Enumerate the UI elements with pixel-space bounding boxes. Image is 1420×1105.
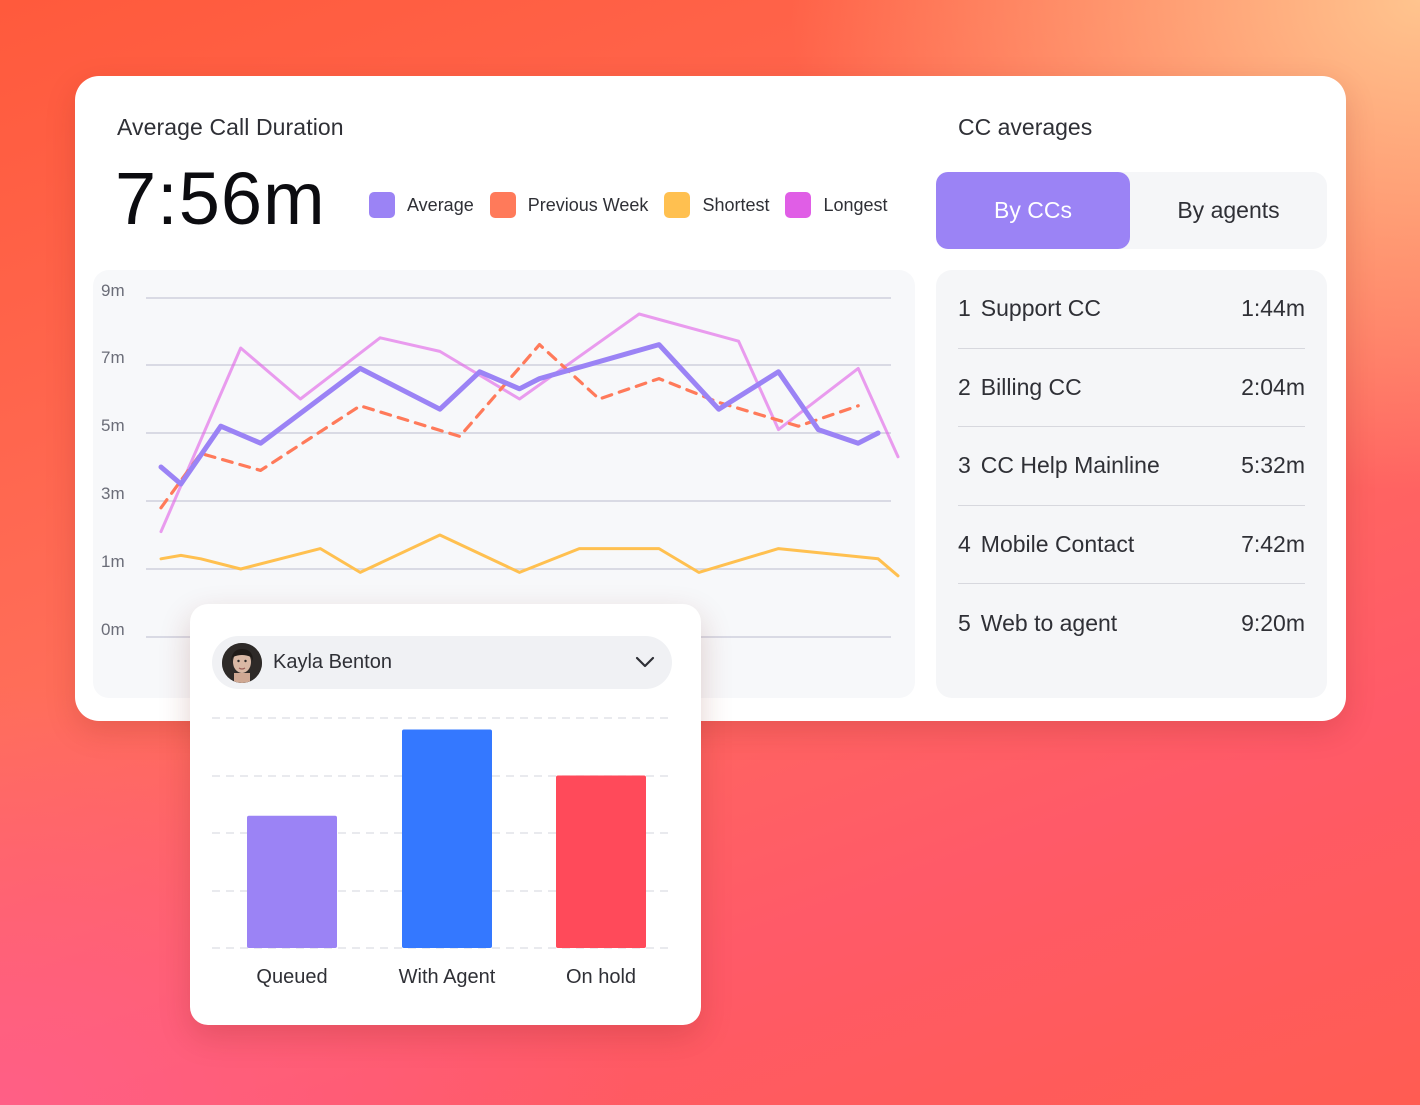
cc-duration: 7:42m — [1241, 530, 1305, 557]
legend-label: Average — [407, 194, 474, 215]
agent-status-card: Kayla Benton Queued With Agent On hold — [190, 604, 701, 1025]
cc-name: 5 Web to agent — [958, 610, 1117, 637]
agent-select-dropdown[interactable]: Kayla Benton — [212, 636, 672, 689]
bar-category-label: With Agent — [399, 966, 496, 988]
y-tick-label: 1m — [101, 552, 125, 571]
legend-item-longest[interactable]: Longest — [785, 192, 888, 218]
cc-name: 1 Support CC — [958, 295, 1101, 322]
tab-by-agents[interactable]: By agents — [1177, 197, 1280, 223]
avatar — [222, 642, 262, 683]
y-tick-label: 7m — [101, 348, 125, 367]
y-tick-label: 3m — [101, 484, 125, 503]
average-call-duration-value: 7:56m — [115, 157, 326, 240]
legend-swatch-longest — [785, 192, 812, 218]
cc-name: 4 Mobile Contact — [958, 531, 1134, 558]
list-item[interactable]: 4 Mobile Contact 7:42m — [958, 506, 1305, 584]
cc-rank: 1 — [958, 295, 971, 322]
cc-averages-list: 1 Support CC 1:44m 2 Billing CC 2:04m 3 CC … — [936, 270, 1327, 698]
bar-with-agent — [402, 729, 492, 948]
y-tick-label: 0m — [101, 620, 125, 639]
series-line-shortest — [159, 533, 900, 578]
cc-rank: 3 — [958, 452, 971, 479]
cc-duration: 9:20m — [1241, 609, 1305, 636]
bar-category-label: Queued — [256, 966, 327, 988]
cc-duration: 5:32m — [1241, 452, 1305, 479]
cc-label: Billing CC — [980, 373, 1082, 400]
legend-label: Previous Week — [527, 194, 649, 215]
cc-label: Mobile Contact — [980, 530, 1135, 557]
cc-label: Web to agent — [980, 609, 1118, 636]
cc-view-toggle: By CCs By agents — [936, 172, 1327, 249]
cc-averages-title: CC averages — [958, 114, 1093, 140]
cc-rank: 2 — [958, 373, 971, 400]
series-line-previous-week — [159, 342, 860, 510]
cc-name: 3 CC Help Mainline — [958, 452, 1160, 479]
list-item[interactable]: 3 CC Help Mainline 5:32m — [958, 427, 1305, 506]
cc-rank: 4 — [958, 530, 971, 557]
y-tick-label: 9m — [101, 281, 125, 300]
list-item[interactable]: 2 Billing CC 2:04m — [958, 349, 1305, 427]
legend-swatch-shortest — [664, 192, 691, 218]
chevron-down-icon — [634, 651, 656, 678]
bar-queued — [247, 815, 337, 948]
agent-name: Kayla Benton — [273, 651, 392, 673]
list-item[interactable]: 1 Support CC 1:44m — [958, 270, 1305, 349]
legend-label: Shortest — [702, 194, 770, 215]
cc-duration: 2:04m — [1241, 373, 1305, 400]
series-line-longest — [159, 312, 900, 534]
bar-chart: Queued With Agent On hold — [212, 717, 672, 988]
tab-by-ccs[interactable]: By CCs — [936, 172, 1130, 249]
bar-on-hold — [556, 775, 646, 948]
chart-legend: Average Previous Week Shortest Longest — [369, 192, 904, 218]
bar-category-label: On hold — [566, 966, 636, 988]
legend-item-average[interactable]: Average — [369, 192, 474, 218]
legend-item-previous-week[interactable]: Previous Week — [489, 192, 649, 218]
cc-label: CC Help Mainline — [980, 452, 1160, 479]
legend-label: Longest — [823, 194, 888, 215]
line-chart: 9m 7m 5m 3m 1m 0m — [101, 281, 900, 639]
cc-label: Support CC — [980, 295, 1101, 322]
cc-rank: 5 — [958, 609, 971, 636]
legend-swatch-average — [369, 192, 395, 218]
cc-name: 2 Billing CC — [958, 374, 1082, 401]
legend-swatch-previous-week — [489, 192, 516, 218]
series-line-average — [158, 342, 881, 487]
cc-duration: 1:44m — [1241, 295, 1305, 322]
y-tick-label: 5m — [101, 416, 125, 435]
legend-item-shortest[interactable]: Shortest — [664, 192, 769, 218]
list-item[interactable]: 5 Web to agent 9:20m — [958, 584, 1305, 663]
average-call-duration-title: Average Call Duration — [117, 114, 344, 140]
